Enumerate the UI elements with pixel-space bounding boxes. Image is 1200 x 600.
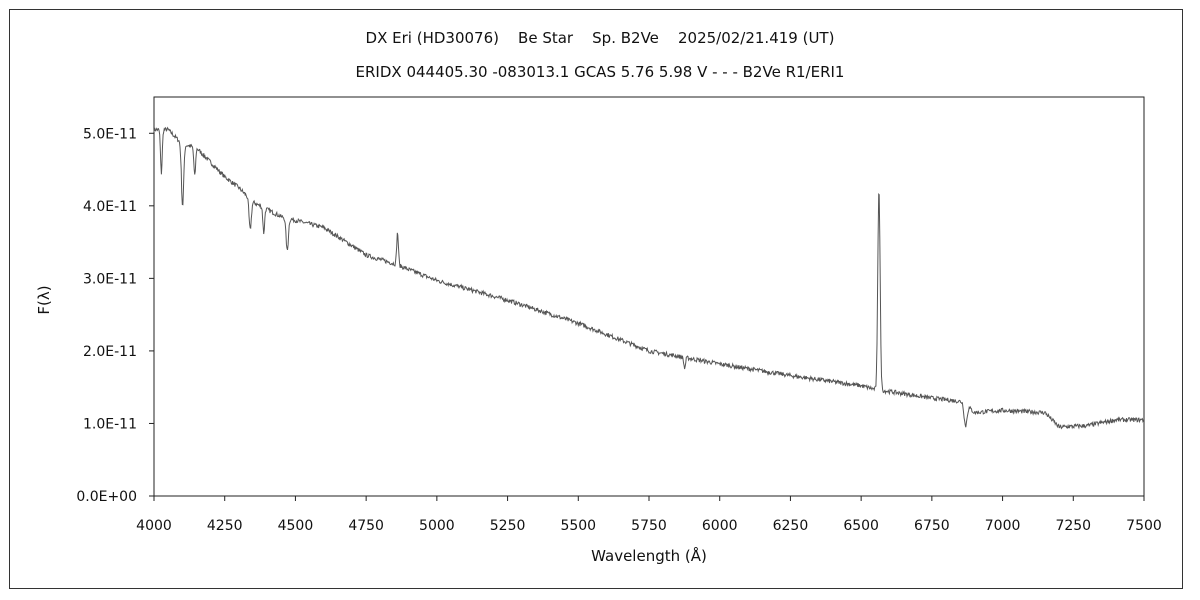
plot-area [153,96,1145,497]
x-tick-label: 5500 [560,518,596,534]
y-tick-label: 3.0E-11 [83,271,137,287]
spectrum-line [153,126,1145,430]
x-tick-label: 4750 [348,518,384,534]
x-axis-label: Wavelength (Å) [591,546,707,565]
y-tick-label: 2.0E-11 [83,344,137,360]
x-tick-label: 7250 [1055,518,1091,534]
chart-frame [9,9,1183,589]
y-tick-label: 5.0E-11 [83,126,137,142]
x-tick-label: 5750 [631,518,667,534]
x-tick-label: 6500 [843,518,879,534]
y-tick-label: 4.0E-11 [83,199,137,215]
x-tick-label: 5000 [419,518,455,534]
x-tick-label: 6250 [773,518,809,534]
x-tick-label: 4500 [278,518,314,534]
y-tick-label: 0.0E+00 [76,489,137,505]
y-axis-ticks: 0.0E+00 1.0E-11 2.0E-11 3.0E-11 4.0E-11 5.0E-… [76,126,154,505]
x-tick-label: 6000 [702,518,738,534]
x-axis-ticks: 4000 4250 4500 4750 5000 5250 5500 5750 6000 6250… [136,496,1162,534]
chart-subtitle: ERIDX 044405.30 -083013.1 GCAS 5.76 5.98… [355,63,845,81]
x-tick-label: 4250 [207,518,243,534]
y-axis-label: F(λ) [35,285,53,314]
x-tick-label: 4000 [136,518,172,534]
x-tick-label: 5250 [490,518,526,534]
x-tick-label: 7000 [985,518,1021,534]
x-tick-label: 6750 [914,518,950,534]
y-tick-label: 1.0E-11 [83,416,137,432]
chart-title: DX Eri (HD30076) Be Star Sp. B2Ve 2025/0… [365,29,835,47]
x-tick-label: 7500 [1126,518,1162,534]
